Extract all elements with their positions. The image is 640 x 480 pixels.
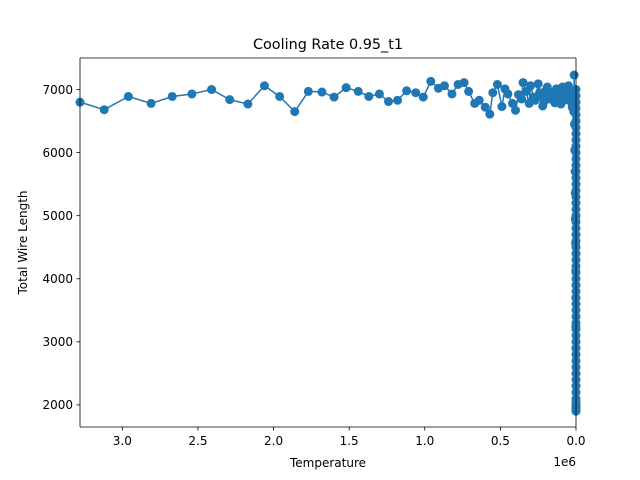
data-point xyxy=(569,70,579,80)
y-tick-label: 3000 xyxy=(42,335,73,349)
data-point xyxy=(480,102,490,112)
data-point xyxy=(539,97,549,107)
data-point xyxy=(518,78,528,88)
x-tick-label: 1.0 xyxy=(415,434,434,448)
data-point xyxy=(341,83,351,93)
series-layer xyxy=(75,70,581,416)
x-tick-label: 3.0 xyxy=(113,434,132,448)
data-point xyxy=(517,94,527,104)
data-point xyxy=(99,105,109,115)
x-tick-label: 2.0 xyxy=(264,434,283,448)
data-point xyxy=(488,88,498,98)
x-axis-offset-label: 1e6 xyxy=(553,455,576,469)
y-axis-label: Total Wire Length xyxy=(16,190,30,295)
data-point xyxy=(474,95,484,105)
data-point xyxy=(533,79,543,89)
data-point xyxy=(383,97,393,107)
y-tick-label: 4000 xyxy=(42,272,73,286)
data-point xyxy=(393,95,403,105)
data-point xyxy=(526,81,536,91)
data-point xyxy=(146,98,156,108)
data-point xyxy=(303,86,313,96)
data-point xyxy=(426,76,436,86)
data-point xyxy=(485,109,495,119)
x-axis-ticks: 3.0 2.5 2.0 1.5 1.0 0.5 0.0 xyxy=(113,427,586,448)
chart-title: Cooling Rate 0.95_t1 xyxy=(253,37,403,53)
data-point xyxy=(275,91,285,101)
y-axis-ticks: 2000 3000 4000 5000 6000 7000 xyxy=(42,83,80,412)
x-tick-label: 2.5 xyxy=(188,434,207,448)
y-tick-label: 6000 xyxy=(42,146,73,160)
data-point xyxy=(439,81,449,91)
axes-frame xyxy=(79,57,577,428)
data-point xyxy=(459,78,469,88)
data-point xyxy=(329,92,339,102)
data-point xyxy=(364,91,374,101)
data-point xyxy=(207,85,217,95)
data-point xyxy=(507,98,517,108)
data-point xyxy=(464,86,474,96)
data-point xyxy=(259,81,269,91)
x-tick-label: 1.5 xyxy=(340,434,359,448)
x-axis-label: Temperature xyxy=(289,456,366,470)
data-point xyxy=(225,95,235,105)
data-point xyxy=(492,79,502,89)
data-point xyxy=(317,87,327,97)
data-point xyxy=(187,89,197,99)
plot-area xyxy=(80,58,576,427)
data-point xyxy=(418,92,428,102)
y-tick-label: 5000 xyxy=(42,209,73,223)
data-point xyxy=(411,88,421,98)
x-tick-label: 0.5 xyxy=(491,434,510,448)
data-point xyxy=(123,91,133,101)
data-point xyxy=(167,91,177,101)
x-tick-label: 0.0 xyxy=(566,434,585,448)
y-tick-label: 2000 xyxy=(42,398,73,412)
data-point xyxy=(290,107,300,117)
data-point xyxy=(374,89,384,99)
y-tick-label: 7000 xyxy=(42,83,73,97)
data-point xyxy=(402,86,412,96)
data-point xyxy=(243,99,253,109)
data-point xyxy=(497,102,507,112)
data-point xyxy=(447,89,457,99)
data-point xyxy=(353,86,363,96)
data-point xyxy=(503,89,513,99)
data-point xyxy=(511,105,521,115)
